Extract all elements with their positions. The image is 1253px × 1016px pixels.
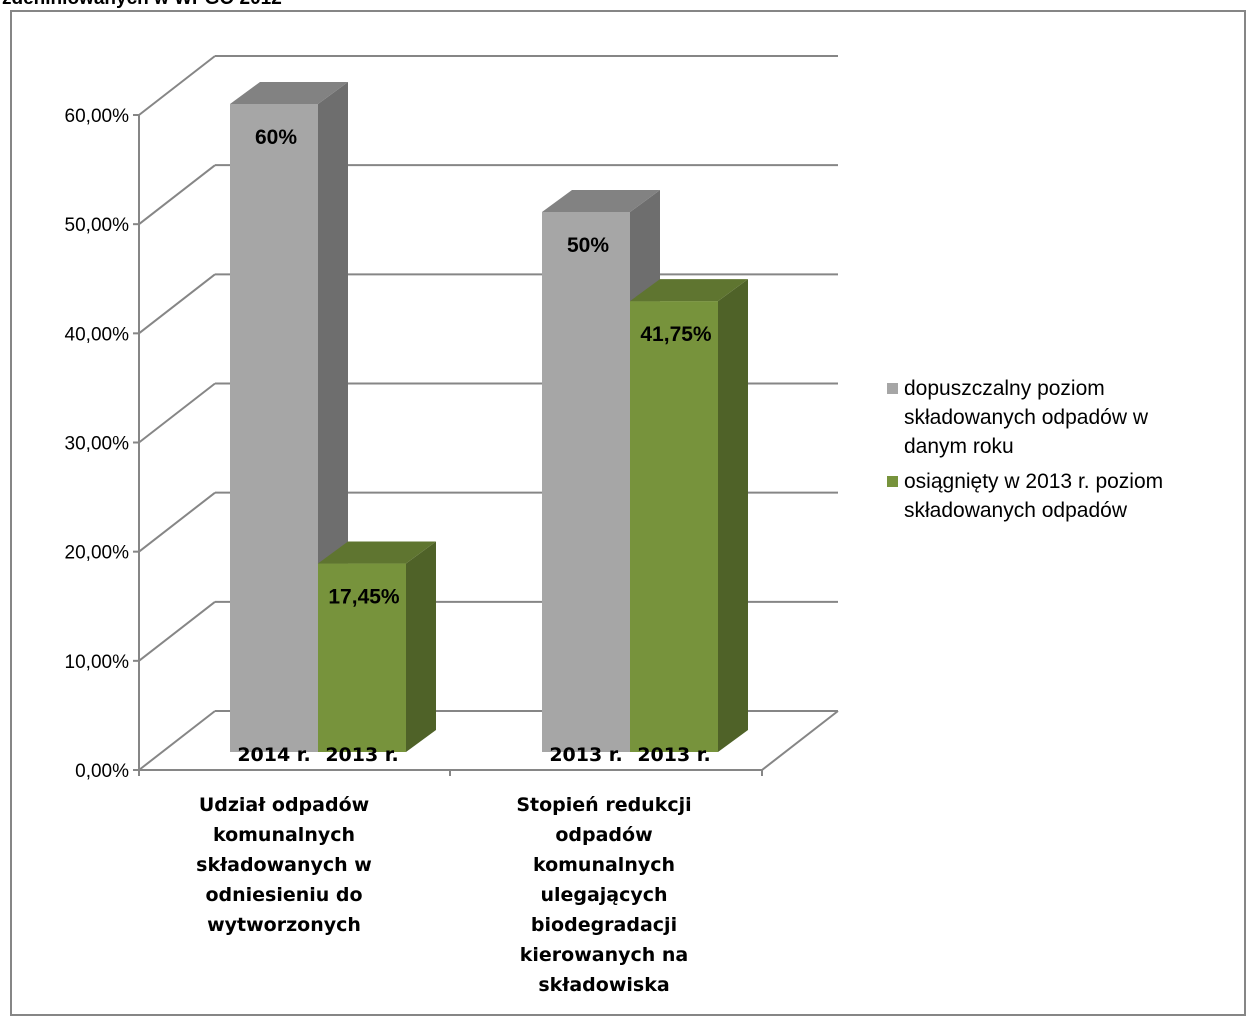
y-tick-label: 10,00% — [65, 652, 130, 673]
bar-front — [230, 104, 318, 752]
legend-label-line: osiągnięty w 2013 r. poziom — [904, 470, 1164, 493]
bar-side — [718, 279, 748, 752]
bar-top — [318, 541, 436, 564]
bar-front — [630, 301, 718, 752]
category-label-line: odniesieniu do — [205, 884, 363, 906]
category-label-line: odpadów komunalnych — [532, 824, 676, 876]
category-label-1: Stopień redukcji odpadów komunalnych ulega… — [484, 790, 724, 1000]
gridline-diagonal — [138, 273, 216, 335]
legend-swatch-gray — [887, 383, 898, 394]
category-label-line: Stopień redukcji — [516, 794, 692, 816]
legend-label-line: składowanych odpadów — [904, 499, 1127, 522]
gridline-diagonal — [138, 55, 216, 116]
category-label-line: komunalnych — [212, 824, 356, 846]
bar-side — [406, 541, 436, 752]
bar-top — [230, 82, 348, 104]
category-label-line: biodegradacji — [530, 914, 678, 936]
category-label-line: ulegających — [540, 884, 668, 906]
data-label: 17,45% — [328, 586, 400, 609]
category-label-line: Udział odpadów — [198, 794, 370, 816]
category-label-line: wytworzonych — [207, 914, 361, 936]
y-tick-label: 50,00% — [65, 215, 130, 236]
bar-top — [542, 190, 660, 212]
y-tick-label: 20,00% — [65, 543, 130, 564]
legend-item-achieved: osiągnięty w 2013 r. poziom składowanych … — [884, 467, 1234, 525]
gridline-diagonal — [138, 491, 216, 553]
category-label-0: Udział odpadów komunalnych składowanych w o… — [164, 790, 404, 940]
data-label: 50% — [567, 234, 609, 257]
data-label: 60% — [255, 126, 297, 149]
bar-year-label: 2013 r. — [549, 744, 622, 766]
legend: dopuszczalny poziom składowanych odpadów … — [884, 374, 1234, 531]
data-label: 41,75% — [640, 323, 712, 346]
bar-year-label: 2014 r. — [237, 744, 310, 766]
legend-label-line: składowanych odpadów w — [904, 406, 1148, 429]
gridline-diagonal — [138, 382, 216, 444]
bar-front — [318, 563, 406, 752]
category-label-line: składowanych w — [196, 854, 372, 876]
bar-top — [630, 279, 748, 302]
gridline-diagonal — [138, 601, 216, 662]
y-tick-label: 30,00% — [65, 434, 130, 455]
gridline-diagonal — [138, 164, 216, 225]
category-label-line: składowiska — [538, 974, 670, 996]
legend-item-allowed: dopuszczalny poziom składowanych odpadów … — [884, 374, 1234, 461]
y-tick-label: 40,00% — [65, 324, 130, 345]
category-label-line: kierowanych na — [519, 944, 689, 966]
gridline-diagonal — [138, 710, 216, 771]
bar-year-label: 2013 r. — [325, 744, 398, 766]
legend-label-line: dopuszczalny poziom — [904, 377, 1105, 400]
chart-title: zdeniniowanych w WPGO 2012 — [2, 0, 282, 10]
y-tick-label: 0,00% — [75, 761, 129, 782]
legend-label-allowed: dopuszczalny poziom składowanych odpadów … — [904, 374, 1234, 461]
bar-year-label: 2013 r. — [637, 744, 710, 766]
y-tick-label: 60,00% — [65, 106, 130, 127]
legend-swatch-green — [887, 476, 898, 487]
legend-label-achieved: osiągnięty w 2013 r. poziom składowanych … — [904, 467, 1234, 525]
legend-label-line: danym roku — [904, 435, 1014, 458]
bar-front — [542, 212, 630, 752]
